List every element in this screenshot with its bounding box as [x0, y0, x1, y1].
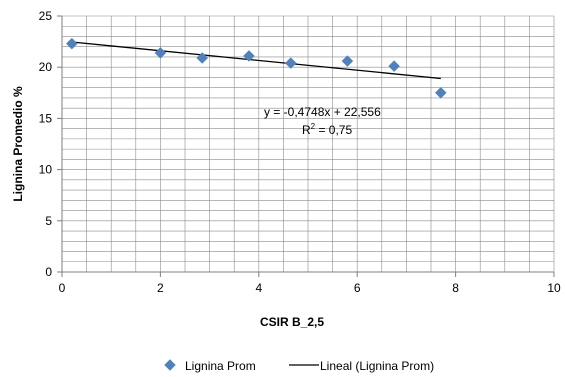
data-point — [341, 55, 354, 67]
data-point — [434, 86, 447, 99]
x-tick-label: 4 — [255, 281, 262, 295]
y-tick-label: 0 — [45, 265, 52, 279]
data-point — [196, 52, 209, 64]
x-tick-label: 10 — [547, 281, 561, 295]
x-tick-label: 8 — [452, 281, 459, 295]
r-squared-label: R2 = 0,75 — [302, 122, 352, 137]
trendline — [71, 41, 441, 80]
x-tick-label: 2 — [157, 281, 164, 295]
y-tick-label: 15 — [39, 111, 53, 125]
y-tick-label: 25 — [39, 9, 53, 23]
trendline-equation: y = -0,4748x + 22,556 — [264, 105, 381, 119]
x-tick-label: 0 — [59, 281, 66, 295]
data-point — [65, 37, 78, 50]
x-axis-title: CSIR B_2,5 — [260, 315, 324, 329]
data-point — [284, 57, 297, 69]
grid-lines — [61, 15, 555, 273]
y-tick-label: 5 — [45, 214, 52, 228]
legend-label-trendline: Lineal (Lignina Prom) — [320, 359, 434, 373]
data-point — [154, 47, 167, 59]
data-point — [243, 50, 255, 62]
legend-label-scatter: Lignina Prom — [185, 359, 256, 373]
y-tick-label: 10 — [39, 163, 53, 177]
legend-marker-diamond — [164, 359, 176, 371]
y-tick-label: 20 — [39, 60, 53, 74]
x-tick-label: 6 — [354, 281, 361, 295]
y-axis-title: Lignina Promedio % — [11, 86, 25, 202]
data-point — [388, 60, 400, 73]
